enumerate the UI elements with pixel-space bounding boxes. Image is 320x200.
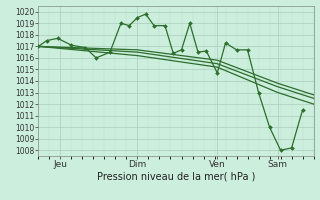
X-axis label: Pression niveau de la mer( hPa ): Pression niveau de la mer( hPa ) — [97, 172, 255, 182]
